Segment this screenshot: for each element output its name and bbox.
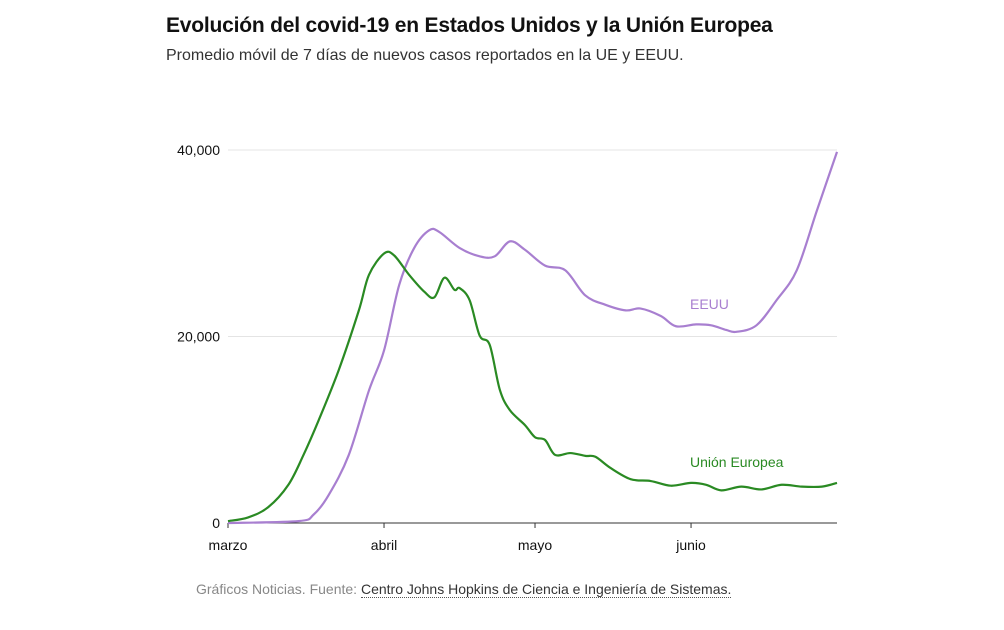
y-tick-label: 0 [212,515,220,531]
y-tick-label: 40,000 [177,142,220,158]
series-line-ue [227,250,838,523]
x-tick-label: mayo [518,537,552,553]
x-tick-label: abril [371,537,397,553]
x-tick-label: marzo [209,537,248,553]
series-label: EEUU [690,296,729,312]
y-tick-label: 20,000 [177,329,220,345]
source-link[interactable]: Centro Johns Hopkins de Ciencia e Ingeni… [360,581,732,598]
x-tick-label: junio [675,537,706,553]
chart-title: Evolución del covid-19 en Estados Unidos… [166,14,773,37]
chart-footer: Gráficos Noticias. Fuente: Centro Johns … [196,581,732,598]
chart-subtitle: Promedio móvil de 7 días de nuevos casos… [166,47,684,64]
series-label: Unión Europea [690,454,784,470]
footer-credit: Gráficos Noticias. Fuente: [196,581,361,597]
series-line-eeuu [227,151,839,525]
